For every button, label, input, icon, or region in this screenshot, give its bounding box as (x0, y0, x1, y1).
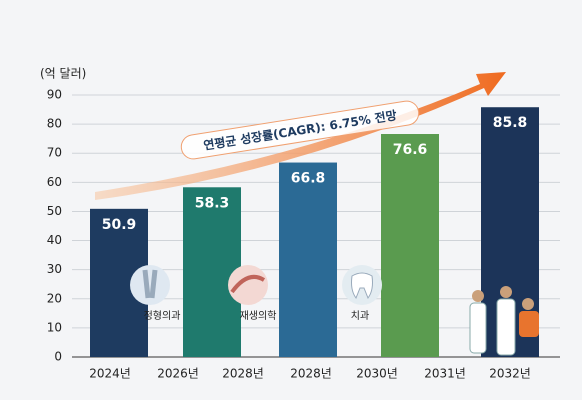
y-tick-label: 0 (54, 350, 62, 364)
icon-bg (130, 265, 170, 305)
y-tick-label: 70 (47, 146, 62, 160)
x-tick-label: 2031년 (424, 367, 466, 381)
doctor-body (496, 298, 516, 356)
icon-bg (228, 265, 268, 305)
icon-label: 재생의학 (240, 310, 277, 322)
doctor-body (469, 302, 487, 354)
patient-head (522, 298, 534, 310)
value-label: 50.9 (102, 217, 137, 233)
doctor-head (472, 290, 484, 302)
y-tick-label: 90 (47, 88, 62, 102)
icon-shape (351, 272, 373, 300)
x-tick-label: 2028년 (222, 367, 264, 381)
x-tick-label: 2026년 (157, 367, 199, 381)
bar (381, 134, 439, 357)
value-label: 85.8 (493, 115, 528, 131)
y-tick-label: 20 (47, 291, 62, 305)
x-tick-label: 2028년 (290, 367, 332, 381)
doctor-head (500, 286, 512, 298)
y-tick-label: 50 (47, 204, 62, 218)
x-tick-label: 2024년 (89, 367, 131, 381)
y-tick-label: 10 (47, 320, 62, 334)
y-tick-label: 80 (47, 117, 62, 131)
y-tick-label: 60 (47, 175, 62, 189)
y-tick-label: 40 (47, 233, 62, 247)
x-tick-label: 2030년 (356, 367, 398, 381)
doctors (469, 286, 539, 356)
icon-label: 정형의과 (144, 310, 181, 322)
icon (130, 265, 382, 305)
value-label: 76.6 (393, 142, 428, 158)
annotation-bg (180, 100, 420, 160)
growth-arrow (95, 72, 506, 200)
bar (279, 162, 337, 357)
icon-shape (142, 269, 158, 299)
value-label: 58.3 (195, 195, 230, 211)
icon-shape (230, 275, 266, 294)
icon-label: 치과 (351, 310, 369, 322)
x-tick-label: 2032년 (489, 367, 531, 381)
y-tick-label: 30 (47, 262, 62, 276)
patient-body (519, 311, 539, 337)
value-label: 66.8 (291, 171, 326, 187)
y-axis-label: (억 달러) (40, 67, 86, 81)
bar (183, 187, 241, 357)
